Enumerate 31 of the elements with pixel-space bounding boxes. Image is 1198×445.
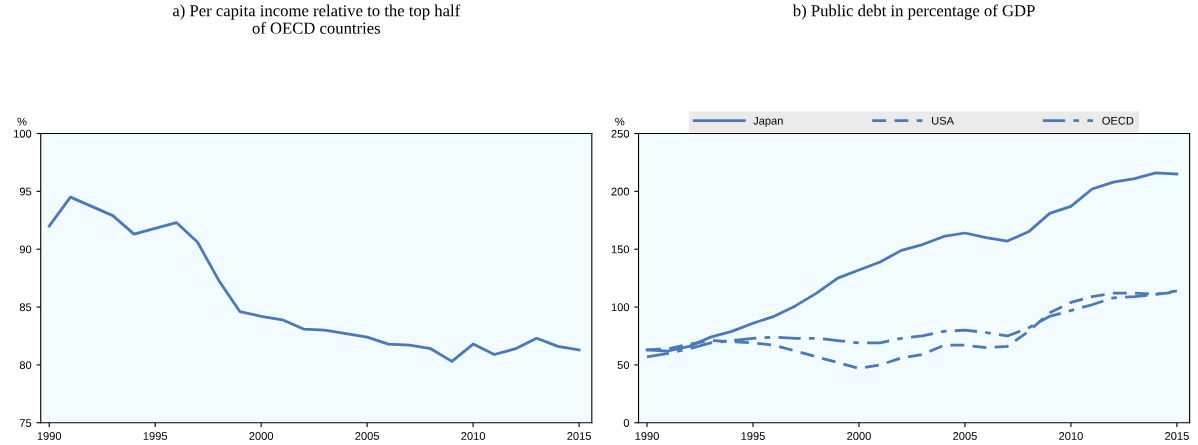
chart-title: b) Public debt in percentage of GDP [792, 4, 1035, 20]
y-tick-label: 150 [611, 245, 630, 254]
y-tick-label: 0 [623, 419, 630, 427]
x-tick-label: 2000 [847, 432, 871, 440]
y-tick-label: 95 [19, 187, 32, 196]
legend-label: OECD [1102, 116, 1134, 125]
x-tick-label: 2015 [1165, 432, 1189, 440]
y-axis-title: % [17, 117, 27, 126]
y-tick-label: 200 [611, 187, 630, 196]
x-tick-label: 1990 [37, 432, 62, 440]
chart-title: a) Per capita income relative to the top half of OECD countries [172, 4, 461, 34]
x-tick-label: 1995 [143, 432, 168, 440]
y-axis-title: % [615, 117, 625, 126]
y-tick-label: 75 [19, 419, 32, 427]
x-tick-label: 1995 [741, 432, 765, 440]
x-tick-label: 2005 [953, 432, 977, 440]
y-tick-label: 100 [14, 129, 32, 138]
y-tick-label: 90 [19, 245, 32, 254]
y-tick-label: 85 [19, 303, 32, 312]
x-tick-label: 2010 [1059, 432, 1083, 440]
legend-label: USA [932, 116, 954, 125]
x-tick-label: 2005 [355, 432, 380, 440]
y-tick-label: 100 [611, 303, 630, 312]
y-tick-label: 80 [19, 361, 32, 370]
x-tick-label: 2010 [461, 432, 486, 440]
x-tick-label: 2015 [567, 432, 591, 440]
x-tick-label: 2000 [249, 432, 274, 440]
x-tick-label: 1990 [635, 432, 659, 440]
legend-label: Japan [753, 116, 783, 127]
y-tick-label: 50 [617, 361, 630, 370]
y-tick-label: 250 [611, 129, 630, 138]
